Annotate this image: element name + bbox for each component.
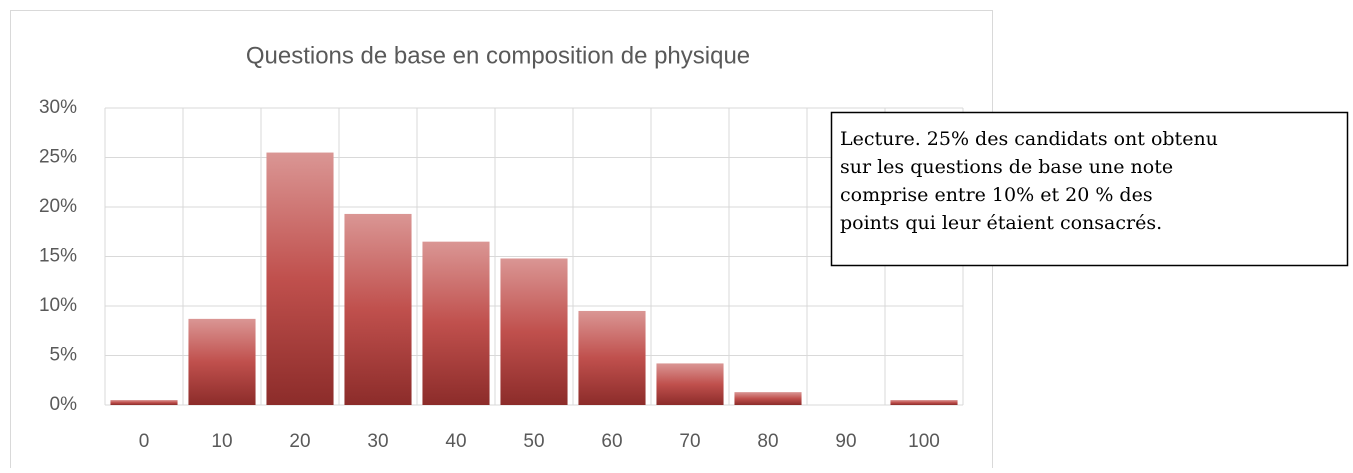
bar — [110, 400, 178, 405]
y-tick-label: 15% — [39, 246, 77, 267]
annotation-line: Lecture. 25% des candidats ont obtenu — [840, 128, 1218, 150]
annotation-line: comprise entre 10% et 20 % des — [840, 184, 1153, 206]
x-tick-label: 30 — [367, 431, 388, 452]
y-tick-label: 20% — [39, 196, 77, 217]
y-tick-label: 5% — [50, 345, 78, 366]
bar — [734, 392, 802, 405]
y-tick-label: 10% — [39, 295, 77, 316]
x-tick-label: 60 — [601, 431, 622, 452]
chart-title: Questions de base en composition de phys… — [246, 42, 750, 69]
x-tick-label: 40 — [445, 431, 466, 452]
bar — [344, 213, 412, 405]
x-tick-label: 0 — [139, 431, 150, 452]
y-tick-label: 25% — [39, 147, 77, 168]
x-tick-label: 70 — [679, 431, 700, 452]
x-tick-label: 20 — [289, 431, 310, 452]
x-tick-label: 50 — [523, 431, 544, 452]
x-tick-label: 90 — [835, 431, 856, 452]
bar — [188, 318, 256, 405]
x-tick-label: 10 — [211, 431, 232, 452]
annotation-line: sur les questions de base une note — [840, 156, 1173, 178]
y-tick-label: 30% — [39, 97, 77, 118]
annotation-box — [830, 111, 1349, 267]
x-tick-label: 80 — [757, 431, 778, 452]
y-tick-label: 0% — [50, 394, 78, 415]
bar — [500, 258, 568, 405]
bar — [656, 363, 724, 405]
bar — [266, 152, 334, 405]
bar — [578, 310, 646, 405]
bar — [422, 241, 490, 405]
bar — [890, 400, 958, 405]
annotation-line: points qui leur étaient consacrés. — [840, 212, 1162, 234]
x-tick-label: 100 — [908, 431, 940, 452]
